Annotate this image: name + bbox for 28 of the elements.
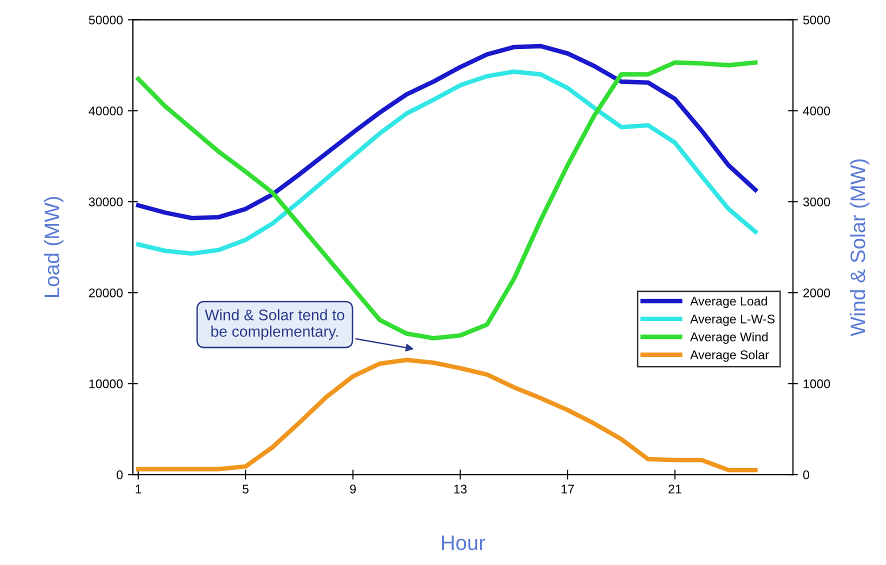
y-axis-title: Load (MW)	[44, 196, 64, 297]
x-tick-label: 17	[562, 484, 574, 494]
annotation: Wind & Solar tend to be complementary.	[204, 309, 344, 340]
line-series	[136, 44, 758, 220]
x-tick-label: 9	[350, 484, 356, 494]
legend-label: Average Wind	[690, 332, 768, 344]
y-tick-label: 0	[116, 470, 123, 480]
y2-tick-label: 1000	[804, 379, 830, 388]
y-tick-label: 50000	[88, 16, 123, 24]
x-tick-label: 1	[136, 484, 142, 494]
x-tick-label: 5	[242, 484, 249, 494]
y-tick-label: 20000	[89, 288, 123, 298]
y2-tick-label: 5000	[803, 16, 830, 24]
legend-label: Average Load	[690, 296, 767, 308]
y2-tick-label: 3000	[803, 198, 830, 206]
legend-label: Average Solar	[690, 350, 769, 362]
line-series	[136, 69, 758, 256]
y-tick-label: 30000	[88, 198, 123, 206]
x-tick-label: 21	[668, 484, 682, 494]
y-tick-label: 10000	[89, 379, 123, 388]
y2-axis-title: Wind & Solar (MW)	[850, 159, 870, 336]
y-tick-label: 40000	[88, 106, 123, 116]
y2-tick-label: 2000	[803, 288, 830, 298]
y2-tick-label: 4000	[802, 106, 830, 116]
legend-label: Average L-W-S	[690, 314, 775, 326]
x-axis-title: Hour	[442, 536, 486, 550]
x-tick-label: 13	[454, 484, 467, 494]
y2-tick-label: 0	[803, 470, 810, 480]
